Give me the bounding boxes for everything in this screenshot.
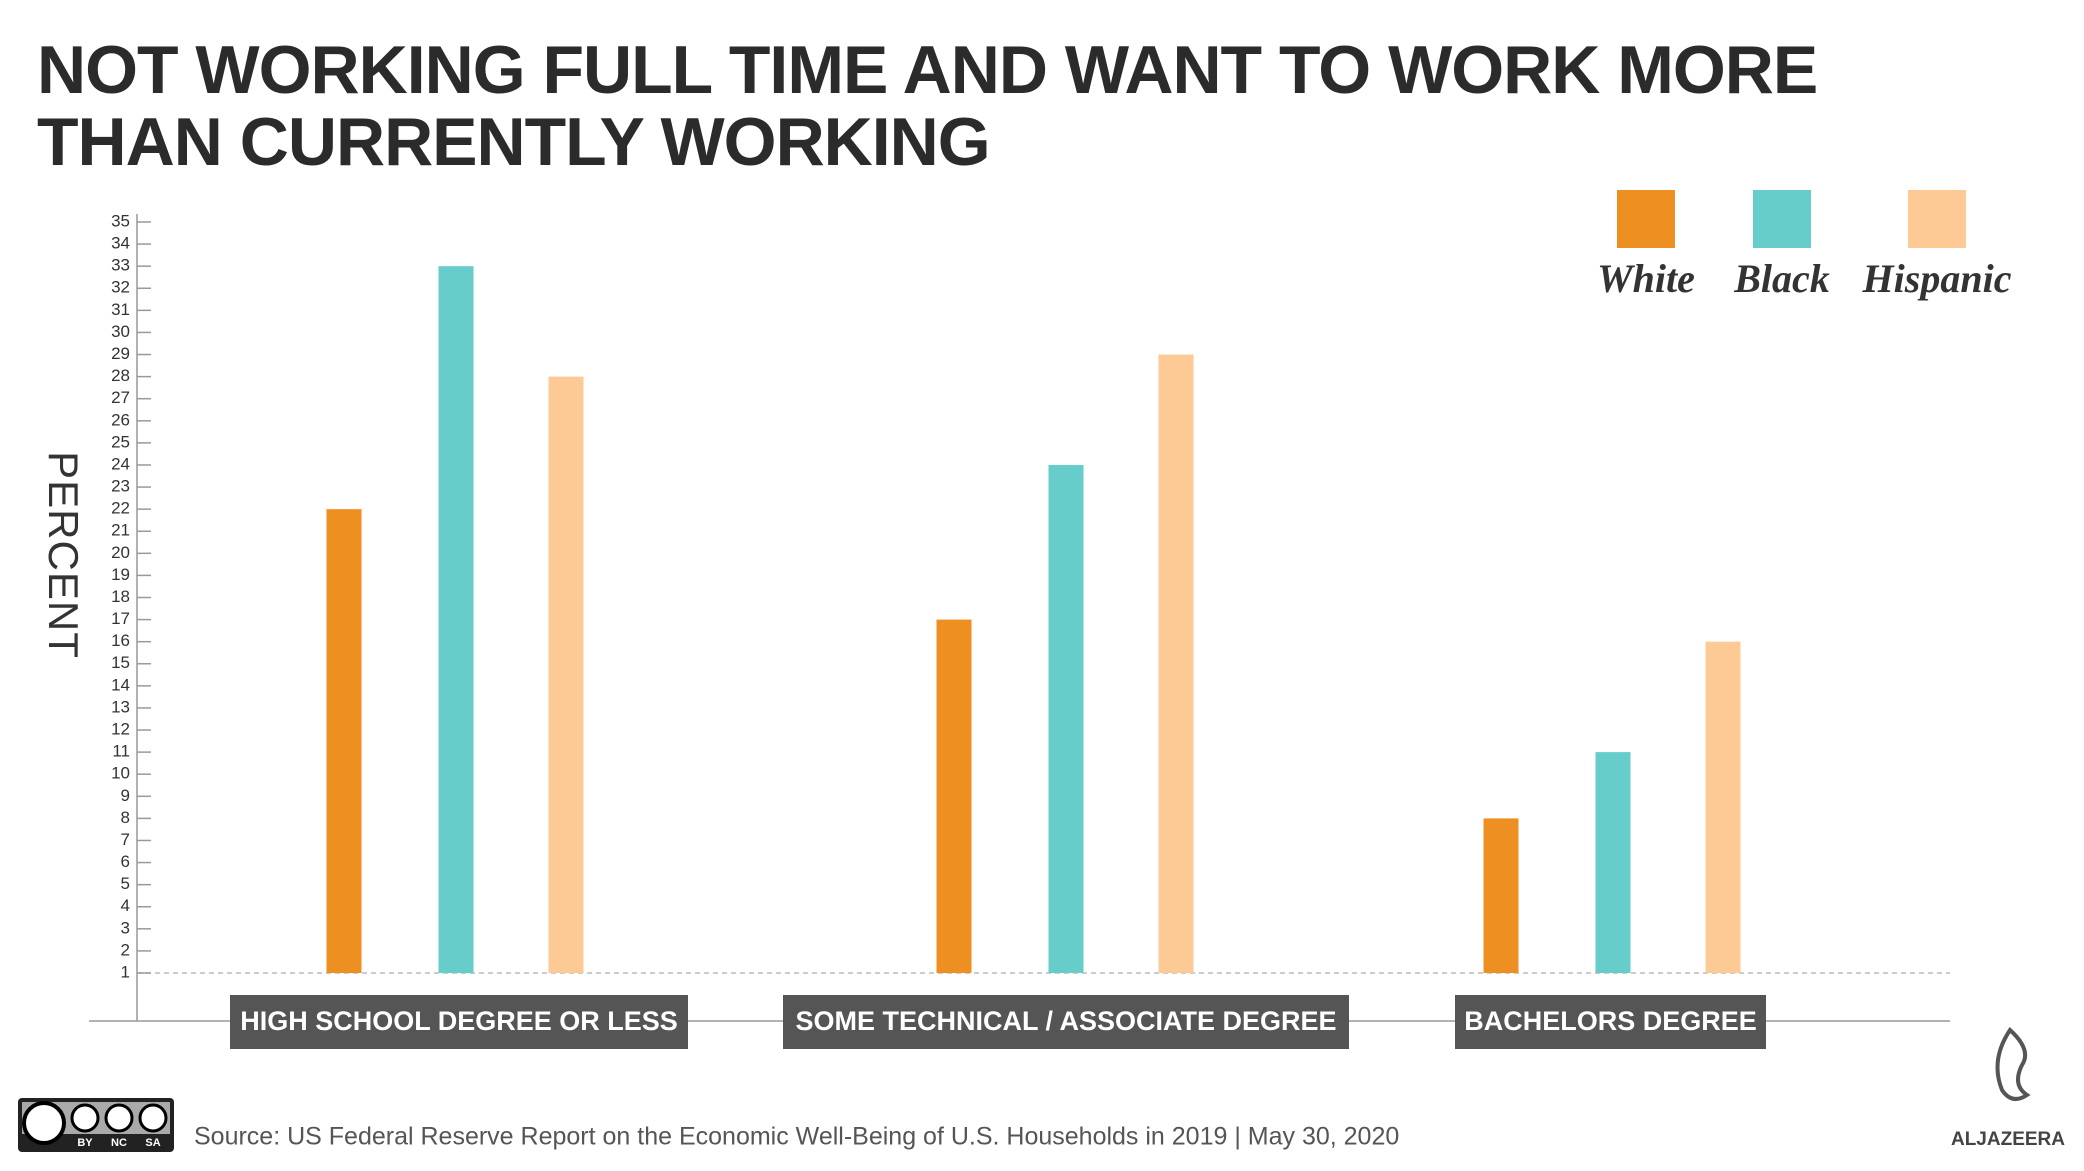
- y-tick-label: 35: [111, 211, 130, 230]
- y-tick-label: 10: [111, 764, 130, 783]
- y-tick-label: 9: [121, 786, 130, 805]
- bar: [438, 266, 474, 973]
- bar: [1048, 464, 1084, 973]
- bar: [1483, 818, 1519, 973]
- y-tick-label: 32: [111, 278, 130, 297]
- legend-label: Hispanic: [1862, 256, 2012, 301]
- y-tick-label: 2: [121, 940, 130, 959]
- y-tick-label: 13: [111, 697, 130, 716]
- y-tick-label: 29: [111, 344, 130, 363]
- category-box: [1455, 995, 1766, 1049]
- brand-logo: ALJAZEERA: [1951, 1026, 2065, 1150]
- y-tick-label: 27: [111, 388, 130, 407]
- y-tick-label: 15: [111, 653, 130, 672]
- y-tick-label: 34: [111, 234, 130, 253]
- license-label: BY: [77, 1137, 93, 1149]
- y-tick-label: 21: [111, 521, 130, 540]
- bar: [1158, 354, 1194, 973]
- y-tick-label: 8: [121, 808, 130, 827]
- y-tick-label: 14: [111, 675, 130, 694]
- license-badge: BY NC SA: [18, 1098, 174, 1152]
- legend-swatch: [1753, 190, 1811, 248]
- y-tick-label: 24: [111, 454, 130, 473]
- y-tick-label: 3: [121, 918, 130, 937]
- category-box: [230, 995, 688, 1049]
- x-tick-label: SOME TECHNICAL / ASSOCIATE DEGREE: [795, 1006, 1336, 1036]
- y-tick-label: 16: [111, 631, 130, 650]
- y-tick-label: 22: [111, 499, 130, 518]
- y-tick-label: 12: [111, 720, 130, 739]
- license-label: SA: [145, 1137, 160, 1149]
- y-tick-label: 1: [121, 962, 130, 981]
- y-tick-label: 26: [111, 410, 130, 429]
- y-tick-label: 23: [111, 477, 130, 496]
- y-tick-label: 28: [111, 366, 130, 385]
- y-tick-label: 18: [111, 587, 130, 606]
- y-tick-label: 5: [121, 874, 130, 893]
- legend-label: White: [1597, 256, 1695, 301]
- bar: [1595, 752, 1631, 973]
- source: Source: US Federal Reserve Report on the…: [194, 1123, 1399, 1151]
- y-tick-label: 6: [121, 852, 130, 871]
- y-tick-label: 11: [112, 742, 130, 761]
- license-label: NC: [111, 1137, 127, 1149]
- y-tick-label: 33: [111, 256, 130, 275]
- legend-swatch: [1617, 190, 1675, 248]
- bar: [326, 509, 362, 973]
- y-tick-label: 7: [121, 830, 130, 849]
- bar: [548, 376, 584, 973]
- y-tick-label: 20: [111, 543, 130, 562]
- y-tick-label: 30: [111, 322, 130, 341]
- y-tick-label: 4: [121, 896, 130, 915]
- category-box: [783, 995, 1349, 1049]
- chart-title: NOT WORKING FULL TIME AND WANT TO WORK M…: [37, 32, 1818, 180]
- y-tick-label: 17: [111, 609, 130, 628]
- bar: [1705, 641, 1741, 973]
- y-tick-label: 25: [111, 432, 130, 451]
- y-tick-label: 31: [111, 300, 130, 319]
- bar: [936, 619, 972, 973]
- legend-swatch: [1908, 190, 1966, 248]
- y-axis-label: PERCENT: [40, 451, 87, 659]
- legend-label: Black: [1733, 256, 1830, 301]
- x-tick-label: BACHELORS DEGREE: [1464, 1006, 1757, 1036]
- y-tick-label: 19: [111, 565, 130, 584]
- x-tick-label: HIGH SCHOOL DEGREE OR LESS: [240, 1006, 678, 1036]
- brand: ALJAZEERA: [1951, 1129, 2065, 1150]
